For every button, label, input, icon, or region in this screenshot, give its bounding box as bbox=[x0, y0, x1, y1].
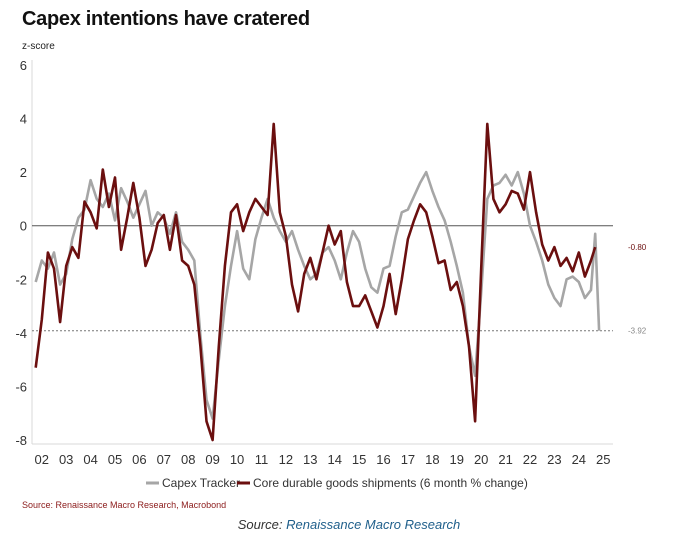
legend-label-capex: Capex Tracker bbox=[162, 476, 240, 490]
core-durable-goods-line bbox=[34, 122, 597, 442]
x-tick-label: 15 bbox=[352, 452, 366, 467]
x-tick-label: 23 bbox=[547, 452, 561, 467]
y-tick-label: -4 bbox=[15, 326, 27, 341]
capex-tracker-line bbox=[34, 170, 601, 420]
end-label-capex: -3.92 bbox=[628, 327, 647, 336]
x-tick-label: 03 bbox=[59, 452, 73, 467]
y-tick-label: -2 bbox=[15, 272, 27, 287]
x-tick-label: 09 bbox=[205, 452, 219, 467]
x-tick-label: 04 bbox=[83, 452, 97, 467]
y-tick-label: 0 bbox=[20, 219, 27, 234]
caption-prefix: Source: bbox=[237, 517, 287, 532]
x-tick-label: 21 bbox=[498, 452, 512, 467]
x-tick-label: 13 bbox=[303, 452, 317, 467]
caption: Source: Renaissance Macro Research bbox=[0, 517, 698, 532]
y-axis-label: z-score bbox=[22, 41, 55, 52]
end-label-core-durable: -0.80 bbox=[628, 243, 647, 252]
x-tick-label: 22 bbox=[523, 452, 537, 467]
x-tick-label: 25 bbox=[596, 452, 610, 467]
y-tick-label: 2 bbox=[20, 165, 27, 180]
x-tick-label: 24 bbox=[572, 452, 586, 467]
y-tick-label: -6 bbox=[15, 379, 27, 394]
x-tick-label: 05 bbox=[108, 452, 122, 467]
x-tick-label: 20 bbox=[474, 452, 488, 467]
x-tick-label: 11 bbox=[255, 452, 269, 467]
x-tick-label: 07 bbox=[157, 452, 171, 467]
x-tick-label: 02 bbox=[35, 452, 49, 467]
x-tick-label: 19 bbox=[450, 452, 464, 467]
y-tick-label: -8 bbox=[15, 433, 27, 448]
x-tick-label: 18 bbox=[425, 452, 439, 467]
x-tick-label: 08 bbox=[181, 452, 195, 467]
x-tick-label: 16 bbox=[376, 452, 390, 467]
x-tick-label: 14 bbox=[327, 452, 341, 467]
y-tick-label: 6 bbox=[20, 58, 27, 73]
x-tick-label: 06 bbox=[132, 452, 146, 467]
x-tick-label: 12 bbox=[279, 452, 293, 467]
y-tick-label: 4 bbox=[20, 112, 27, 127]
chart-title: Capex intentions have cratered bbox=[22, 8, 310, 30]
source-note: Source: Renaissance Macro Research, Macr… bbox=[22, 500, 227, 510]
source-link[interactable]: Renaissance Macro Research bbox=[286, 517, 461, 532]
legend-label-core-durable: Core durable goods shipments (6 month % … bbox=[253, 476, 528, 490]
x-tick-label: 17 bbox=[401, 452, 415, 467]
x-tick-label: 10 bbox=[230, 452, 244, 467]
